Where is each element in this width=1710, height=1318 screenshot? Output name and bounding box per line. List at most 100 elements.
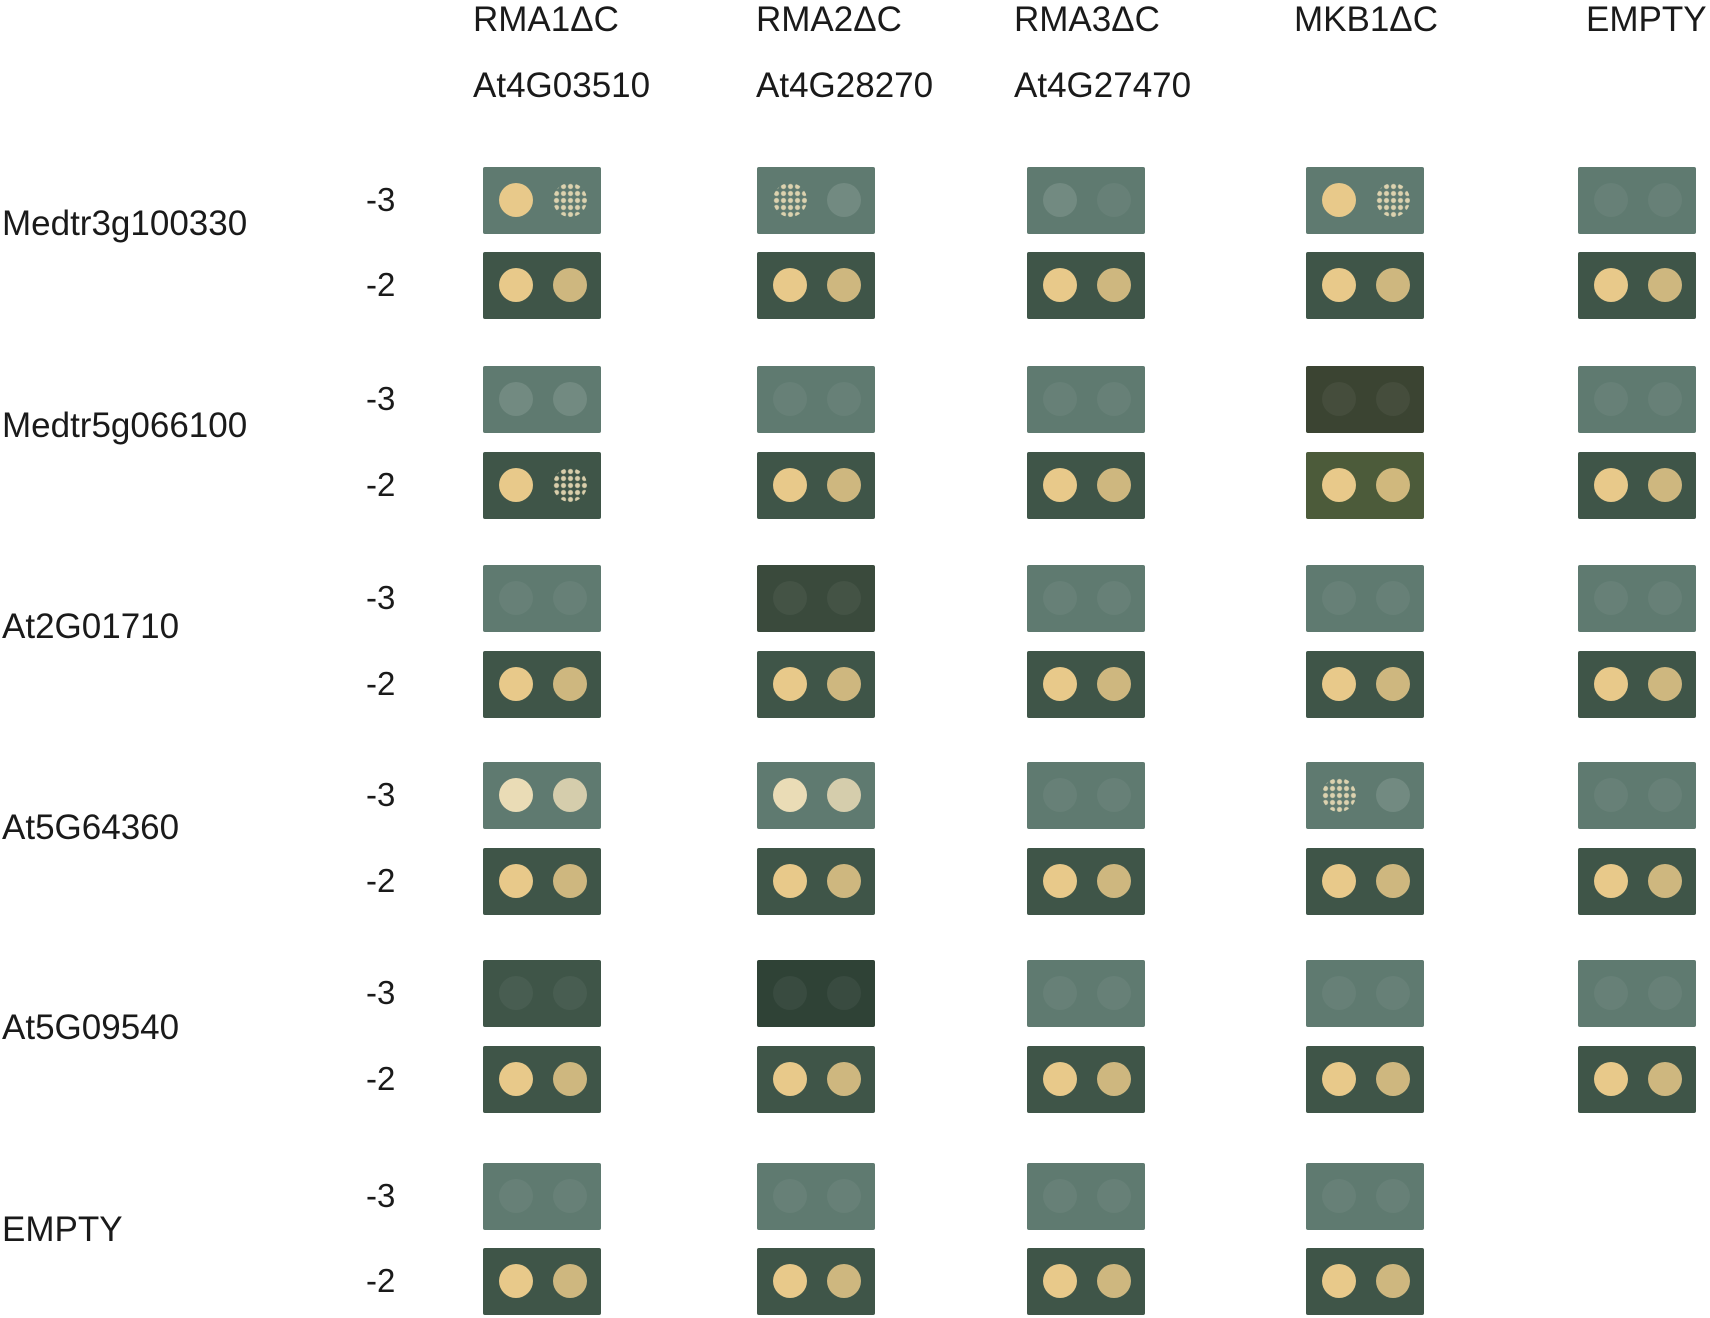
spot-plate [483,452,601,519]
spot-plate [1306,452,1424,519]
yeast-colony [773,976,807,1010]
spot-plate [757,848,875,915]
yeast-colony [1376,1264,1410,1298]
spot-plate [757,1046,875,1113]
row-label-5: At5G09540 [2,1008,180,1047]
column-header-5: EMPTY [1586,0,1707,39]
spot-plate [1306,565,1424,632]
column-locus-1: At4G03510 [473,66,651,105]
yeast-colony [1097,581,1131,615]
yeast-colony [1097,976,1131,1010]
yeast-colony [1097,183,1131,217]
dilution-label: -3 [366,974,396,1011]
spot-plate [757,762,875,829]
yeast-colony [1043,864,1077,898]
spot-plate [1578,762,1696,829]
yeast-colony [1594,778,1628,812]
yeast-colony [1097,468,1131,502]
spot-plate [1027,366,1145,433]
yeast-colony [553,268,587,302]
yeast-colony [1097,778,1131,812]
yeast-colony [553,1062,587,1096]
yeast-colony [1322,976,1356,1010]
dilution-label: -2 [366,1060,396,1097]
yeast-colony [1043,382,1077,416]
spot-plate [1578,565,1696,632]
row-label-4: At5G64360 [2,808,180,847]
column-locus-3: At4G27470 [1014,66,1192,105]
yeast-colony [1322,183,1356,217]
spot-plate [483,1163,601,1230]
spot-plate [483,1046,601,1113]
spot-plate [1578,960,1696,1027]
spot-plate [483,565,601,632]
spot-plate [757,167,875,234]
yeast-colony [1322,1062,1356,1096]
yeast-colony [1376,667,1410,701]
yeast-colony [553,976,587,1010]
yeast-colony [553,667,587,701]
yeast-colony [1043,183,1077,217]
spot-plate [1306,167,1424,234]
yeast-colony [499,1179,533,1213]
spot-plate [1027,848,1145,915]
dilution-label: -2 [366,1262,396,1299]
dilution-label: -3 [366,776,396,813]
yeast-colony [1322,778,1356,812]
yeast-colony [1043,1062,1077,1096]
spot-plate [757,651,875,718]
spot-plate [757,252,875,319]
spot-plate [1306,762,1424,829]
yeast-colony [553,1264,587,1298]
spot-plate [1027,565,1145,632]
spot-plate [757,452,875,519]
yeast-colony [1322,581,1356,615]
spot-plate [1306,1163,1424,1230]
yeast-colony [1648,1062,1682,1096]
yeast-colony [499,1264,533,1298]
yeast-colony [1097,864,1131,898]
yeast-colony [827,468,861,502]
spot-plate [757,960,875,1027]
yeast-colony [1097,1062,1131,1096]
yeast-colony [1097,1264,1131,1298]
yeast-colony [1594,1062,1628,1096]
yeast-colony [1322,667,1356,701]
yeast-colony [499,778,533,812]
column-locus-2: At4G28270 [756,66,934,105]
spot-plate [1306,252,1424,319]
spot-plate [483,960,601,1027]
row-label-1: Medtr3g100330 [2,204,248,243]
yeast-colony [1594,468,1628,502]
spot-plate [1306,960,1424,1027]
yeast-colony [1043,1264,1077,1298]
spot-plate [1578,452,1696,519]
yeast-colony [1043,1179,1077,1213]
yeast-colony [1594,864,1628,898]
yeast-colony [1043,468,1077,502]
yeast-colony [773,864,807,898]
yeast-colony [1648,976,1682,1010]
spot-plate [1027,452,1145,519]
dilution-label: -2 [366,862,396,899]
yeast-colony [1594,667,1628,701]
spot-plate [1306,651,1424,718]
yeast-colony [1648,667,1682,701]
yeast-colony [773,183,807,217]
yeast-colony [827,778,861,812]
dilution-label: -2 [366,466,396,503]
spot-plate [1027,1046,1145,1113]
yeast-colony [1322,268,1356,302]
dilution-label: -2 [366,266,396,303]
yeast-colony [773,1179,807,1213]
yeast-colony [773,1062,807,1096]
yeast-colony [1648,468,1682,502]
spot-plate [1027,1163,1145,1230]
yeast-colony [499,468,533,502]
yeast-colony [827,581,861,615]
yeast-colony [827,667,861,701]
spot-plate [1027,960,1145,1027]
yeast-colony [1322,1264,1356,1298]
yeast-colony [553,778,587,812]
